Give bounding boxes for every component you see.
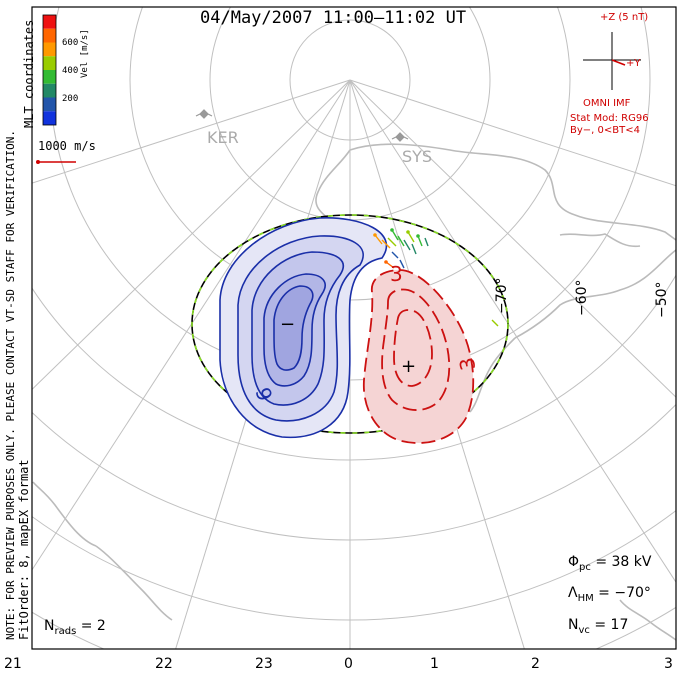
station-label-ker: KER: [207, 128, 239, 147]
potential-label: Φpc = 38 kV: [568, 554, 651, 573]
nrads-value: = 2: [76, 618, 106, 634]
colorbar-border: [42, 14, 57, 126]
imf-y-label: +Y: [626, 58, 641, 69]
positive-cell: [363, 269, 475, 444]
hm-boundary-dash: [191, 214, 509, 434]
coastline: [32, 143, 676, 641]
imf-clock: [583, 32, 641, 90]
mlt-label-2: 2: [531, 656, 540, 672]
nrads-label: Nrads = 2: [44, 618, 106, 637]
station-icon: [195, 109, 213, 119]
mlt-label-23: 23: [255, 656, 273, 672]
latitude-label-70: −70°: [494, 277, 510, 314]
lambda-symbol: Λ: [568, 585, 578, 601]
stat-condition-label: By−, 0<BT<4: [570, 125, 640, 136]
imf-z-label: +Z (5 nT): [600, 12, 649, 23]
fit-order-label: FitOrder: 8, mapEX format: [17, 459, 31, 640]
hm-latitude-label: ΛHM = −70°: [568, 585, 651, 604]
velocity-colorbar: [42, 14, 57, 126]
nvc-sub: vc: [578, 624, 590, 636]
nvc-label: Nvc = 17: [568, 617, 628, 636]
plot-frame: [31, 6, 677, 650]
colorbar-segment: [43, 83, 56, 98]
nrads-symbol: N: [44, 618, 55, 634]
contour-label-positive-top: 3: [390, 262, 403, 286]
nvc-value: = 17: [589, 617, 629, 633]
nvc-symbol: N: [568, 617, 579, 633]
stat-model-label: Stat Mod: RG96: [570, 113, 649, 124]
preview-note: NOTE: FOR PREVIEW PURPOSES ONLY. PLEASE …: [4, 130, 17, 640]
lambda-value: = −70°: [593, 585, 651, 601]
lambda-sub: HM: [577, 592, 594, 604]
negative-cell: [219, 217, 388, 439]
nrads-sub: rads: [54, 625, 77, 637]
mlt-label-22: 22: [155, 656, 173, 672]
colorbar-segment: [43, 42, 56, 57]
coordinates-label: MLT coordinates: [22, 19, 36, 128]
station-icon: [391, 132, 409, 142]
vector-scale: [36, 160, 76, 164]
phi-value: = 38 kV: [590, 554, 652, 570]
colorbar-segment: [43, 28, 56, 43]
colorbar-segment: [43, 70, 56, 84]
positive-cell-marker: +: [401, 356, 417, 377]
imf-source-label: OMNI IMF: [583, 98, 631, 109]
latitude-label-60: −60°: [574, 279, 590, 316]
mlt-label-0: 0: [344, 656, 353, 672]
station-label-sys: SYS: [402, 147, 433, 166]
negative-cell-marker: −: [280, 314, 296, 335]
colorbar-segment: [43, 111, 56, 125]
latitude-label-50: −50°: [654, 281, 670, 318]
phi-symbol: Φ: [568, 554, 580, 570]
velocity-vectors: [373, 228, 499, 327]
vector-scale-label: 1000 m/s: [38, 139, 96, 153]
legend-tick-600: 600: [62, 38, 79, 48]
mlt-label-3: 3: [664, 656, 673, 672]
colorbar-segment: [43, 15, 56, 29]
phi-sub: pc: [579, 561, 591, 573]
mlt-label-21: 21: [4, 656, 22, 672]
legend-unit-label: Vel [m/s]: [80, 29, 90, 78]
legend-tick-200: 200: [62, 94, 79, 104]
page-title: 04/May/2007 11:00–11:02 UT: [200, 8, 467, 28]
legend-tick-400: 400: [62, 66, 79, 76]
colorbar-segment: [43, 56, 56, 70]
colorbar-segment: [43, 97, 56, 112]
mlt-label-1: 1: [430, 656, 439, 672]
